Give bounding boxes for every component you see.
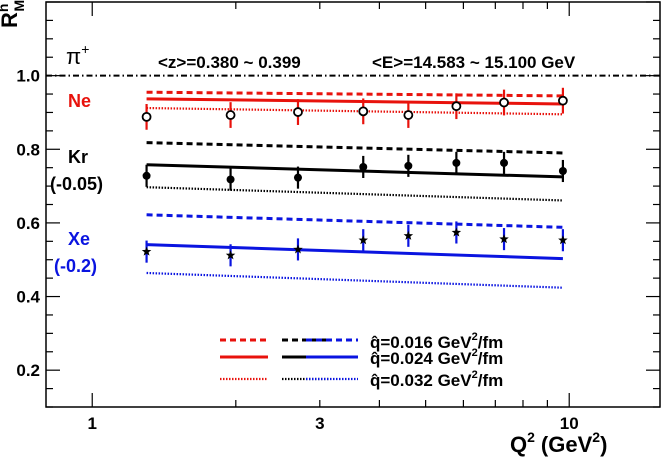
particle-symbol: π (66, 44, 81, 69)
data-point (452, 158, 461, 167)
model-curve-kr-dotted (146, 186, 563, 202)
data-point (142, 171, 151, 180)
legend-entry-label: q̂=0.032 GeV2/fm (370, 369, 503, 390)
data-point (225, 110, 236, 120)
data-point (293, 173, 302, 182)
data-point (359, 162, 368, 171)
z-range-label: <z>=0.380 ~ 0.399 (158, 53, 301, 72)
data-point (499, 234, 509, 244)
y-tick-label: 0.6 (16, 214, 40, 233)
data-point (226, 175, 235, 184)
data-point (558, 166, 567, 175)
data-point (403, 110, 414, 120)
data-point (293, 244, 303, 254)
target-label-kr: Kr (68, 147, 88, 167)
e-range-label: <E>=14.583 ~ 15.100 GeV (372, 53, 576, 72)
data-point (500, 158, 509, 167)
y-axis-label-sub: M (11, 0, 27, 12)
particle-charge: + (81, 41, 89, 57)
target-label-ne: Ne (68, 91, 91, 111)
data-point (293, 107, 303, 117)
x-axis-label-main: Q (510, 432, 527, 457)
y-axis-label: RhM (0, 0, 27, 28)
model-curve-xe-solid (146, 243, 563, 261)
y-tick-label: 0.2 (16, 361, 40, 380)
data-point (358, 106, 369, 117)
data-point (225, 250, 236, 260)
y-tick-label: 1.0 (16, 67, 40, 86)
y-tick-label: 0.4 (16, 288, 40, 307)
x-axis-label-unit-sup: 2 (592, 429, 600, 445)
model-curve-kr-solid (146, 163, 563, 179)
x-axis-label-unit-close: ) (600, 432, 607, 457)
data-point (141, 246, 152, 256)
legend-entry-label: q̂=0.024 GeV2/fm (370, 347, 503, 368)
x-tick-label: 10 (560, 414, 579, 433)
legend-entry-label: q̂=0.016 GeV2/fm (370, 331, 503, 352)
model-curve-ne-dotted (146, 106, 563, 116)
data-point (358, 235, 369, 245)
x-axis-label-unit: (GeV (541, 432, 593, 457)
y-axis-label-main: R (0, 12, 22, 28)
model-curve-ne-dashed (146, 90, 563, 98)
data-point (558, 95, 568, 106)
data-point (499, 97, 509, 108)
model-curve-ne-solid (146, 97, 563, 106)
target-offset-xe: (-0.2) (54, 256, 97, 276)
model-curve-kr-dashed (146, 141, 563, 155)
x-axis-label-sup: 2 (527, 429, 535, 445)
data-point (404, 161, 413, 170)
model-curve-xe-dashed (146, 213, 563, 229)
data-point (141, 111, 152, 122)
data-point (558, 235, 568, 245)
data-point (451, 101, 462, 112)
target-offset-kr: (-0.05) (50, 174, 103, 194)
particle-label: π+ (66, 41, 89, 69)
x-axis-label: Q2 (GeV2) (510, 429, 607, 457)
data-point (451, 227, 462, 237)
x-tick-label: 3 (315, 414, 324, 433)
y-tick-label: 0.8 (16, 140, 40, 159)
x-tick-label: 1 (87, 414, 96, 433)
target-label-xe: Xe (68, 229, 90, 249)
model-curve-xe-dotted (146, 271, 563, 289)
y-axis-label-sup: h (0, 4, 11, 13)
data-point (403, 230, 414, 240)
legend: q̂=0.016 GeV2/fm q̂=0.024 GeV2/fm q̂=0.0… (220, 331, 503, 390)
